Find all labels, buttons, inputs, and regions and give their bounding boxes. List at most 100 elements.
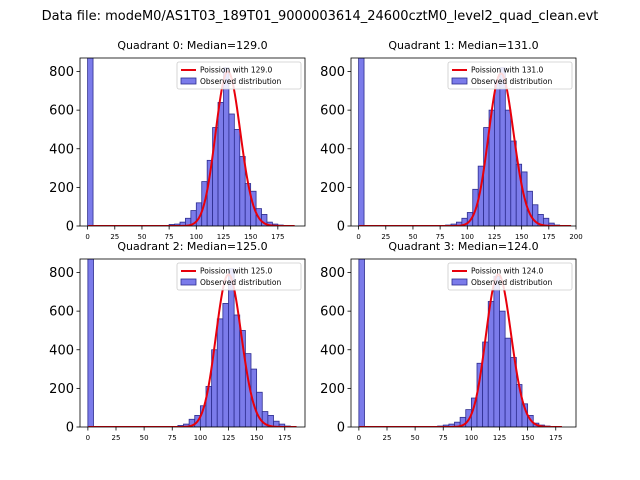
legend-fit-label: Poission with 129.0 <box>200 66 273 75</box>
x-tick-label: 75 <box>436 233 445 241</box>
legend-observed-swatch <box>180 278 197 286</box>
histogram-bar <box>504 109 512 226</box>
y-tick-label: 0 <box>337 220 345 235</box>
histogram-bar <box>548 222 555 226</box>
x-tick-label: 100 <box>194 434 207 442</box>
legend: Poission with 131.0 Observed distribution <box>447 61 573 90</box>
x-tick-label: 0 <box>357 434 361 442</box>
histogram-bar <box>487 301 495 427</box>
poisson-fit-line <box>88 273 297 427</box>
poisson-fit-line <box>359 273 562 427</box>
quadrant-1-panel: Quadrant 1: Median=131.0 0 200 400 600 800 0 25… <box>320 39 583 241</box>
y-tick-label: 200 <box>49 382 74 397</box>
x-tick-label: 75 <box>168 434 177 442</box>
x-tick-label: 50 <box>408 233 417 241</box>
y-tick-label: 800 <box>320 266 345 281</box>
legend-box <box>447 262 573 291</box>
histogram-bar <box>493 275 500 427</box>
poisson-fit-line <box>88 70 295 226</box>
plot-area <box>358 259 562 427</box>
x-tick-label: 175 <box>542 233 555 241</box>
x-tick-label: 125 <box>217 233 230 241</box>
quadrant-3-panel: Quadrant 3: Median=124.0 0 200 400 600 800 0 25… <box>320 240 577 442</box>
histogram-bar <box>358 259 365 427</box>
y-tick-label: 600 <box>49 305 74 320</box>
histogram-bar <box>217 102 224 226</box>
legend-observed-label: Observed distribution <box>471 278 552 287</box>
y-tick-label: 600 <box>320 305 345 320</box>
plot-area <box>358 58 572 226</box>
histogram-bar <box>499 310 506 427</box>
x-tick-label: 50 <box>140 434 149 442</box>
panel-title: Quadrant 1: Median=131.0 <box>388 39 538 52</box>
histogram-bar <box>510 140 517 226</box>
x-tick-label: 75 <box>165 233 174 241</box>
histogram-bar <box>256 391 263 427</box>
x-tick-label: 150 <box>250 434 263 442</box>
y-tick-label: 600 <box>320 104 345 119</box>
y-tick-label: 200 <box>320 181 345 196</box>
panels-container: Quadrant 0: Median=129.0 0 200 400 600 800 0 25… <box>49 39 583 442</box>
axes-frame <box>79 258 306 428</box>
legend: Poission with 125.0 Observed distribution <box>176 262 302 291</box>
x-tick-label: 125 <box>222 434 235 442</box>
x-tick-label: 175 <box>549 434 562 442</box>
legend-observed-swatch <box>451 278 468 286</box>
panel-title: Quadrant 3: Median=124.0 <box>388 240 538 253</box>
x-tick-label: 50 <box>411 434 420 442</box>
plot-area <box>87 259 297 427</box>
panel-title: Quadrant 0: Median=129.0 <box>117 39 267 52</box>
x-tick-label: 200 <box>569 233 582 241</box>
legend: Poission with 124.0 Observed distribution <box>447 262 573 291</box>
histogram-bar <box>494 80 501 226</box>
histogram-bar <box>216 318 224 427</box>
x-tick-label: 75 <box>439 434 448 442</box>
x-tick-label: 175 <box>278 434 291 442</box>
axes-frame <box>79 57 306 227</box>
poisson-fit-line <box>359 72 572 226</box>
legend: Poission with 129.0 Observed distribution <box>176 61 302 90</box>
legend-observed-label: Observed distribution <box>200 278 281 287</box>
panel-title: Quadrant 2: Median=125.0 <box>117 240 267 253</box>
legend-observed-swatch <box>180 77 197 85</box>
y-tick-label: 800 <box>320 65 345 80</box>
figure-suptitle: Data file: modeM0/AS1T03_189T01_90000036… <box>42 9 599 24</box>
legend-observed-label: Observed distribution <box>200 77 281 86</box>
x-tick-label: 100 <box>465 434 478 442</box>
x-tick-label: 25 <box>112 434 121 442</box>
histogram-bar <box>278 423 286 427</box>
y-tick-label: 0 <box>66 220 74 235</box>
histogram-bar <box>223 67 230 226</box>
histogram-bar <box>233 129 241 226</box>
y-tick-label: 200 <box>49 181 74 196</box>
x-tick-label: 175 <box>271 233 284 241</box>
y-tick-label: 0 <box>337 421 345 436</box>
y-tick-label: 400 <box>320 142 345 157</box>
histogram-bar <box>87 58 94 226</box>
histogram-bar <box>228 113 235 226</box>
quadrant-0-panel: Quadrant 0: Median=129.0 0 200 400 600 800 0 25… <box>49 39 306 241</box>
y-tick-label: 400 <box>49 142 74 157</box>
legend-observed-swatch <box>451 77 468 85</box>
x-tick-label: 25 <box>381 233 390 241</box>
x-tick-label: 25 <box>383 434 392 442</box>
legend-box <box>176 61 302 90</box>
y-tick-label: 400 <box>320 343 345 358</box>
x-tick-label: 125 <box>488 233 501 241</box>
histogram-bar <box>228 268 235 427</box>
axes-frame <box>350 258 577 428</box>
x-tick-label: 50 <box>137 233 146 241</box>
x-tick-label: 25 <box>110 233 119 241</box>
histogram-bar <box>358 58 365 226</box>
legend-fit-label: Poission with 124.0 <box>471 267 544 276</box>
legend-fit-label: Poission with 131.0 <box>471 66 544 75</box>
x-tick-label: 100 <box>190 233 203 241</box>
histogram-bar <box>542 217 550 226</box>
axes-frame <box>350 57 577 227</box>
quadrant-2-panel: Quadrant 2: Median=125.0 0 200 400 600 800 0 25… <box>49 240 306 442</box>
x-tick-label: 150 <box>515 233 528 241</box>
y-tick-label: 800 <box>49 266 74 281</box>
y-tick-label: 400 <box>49 343 74 358</box>
histogram-bar <box>499 67 506 226</box>
